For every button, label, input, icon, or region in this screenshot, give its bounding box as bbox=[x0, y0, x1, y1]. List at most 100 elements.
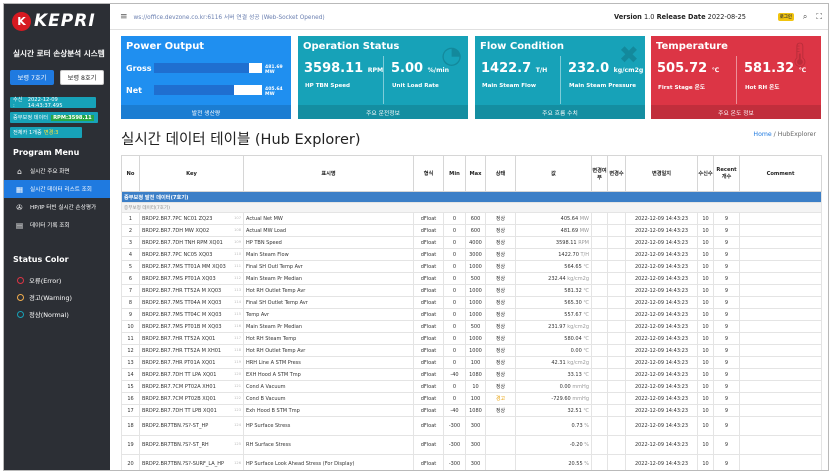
unit8-button[interactable]: 보령 8호기 bbox=[60, 70, 104, 85]
row-changed bbox=[591, 284, 608, 297]
total-label: 전체카 1개중 bbox=[13, 130, 42, 136]
row-change-date: 2022-12-09 14:43:23 bbox=[625, 272, 698, 285]
table-row[interactable]: 6 BRDP2.BR7.7MS PT01A XQ03 112 Main Steam P… bbox=[121, 272, 822, 285]
login-badge[interactable]: 로그인 bbox=[777, 12, 794, 21]
row-changed bbox=[591, 416, 608, 436]
row-value-number: 564.65 bbox=[564, 263, 582, 270]
column-header[interactable]: Comment bbox=[739, 155, 822, 192]
row-key: BRDP2.BR7.7MS TT04C M XQ03 115 bbox=[139, 308, 244, 321]
column-header[interactable]: 표시명 bbox=[243, 155, 414, 192]
menu-item-realtime-list[interactable]: ▦ 실시간 데이터 리스트 조회 bbox=[4, 180, 110, 198]
row-receive-count: 10 bbox=[697, 380, 714, 393]
page-title: 실시간 데이터 테이블 (Hub Explorer) bbox=[121, 132, 361, 148]
row-value-unit: RPM bbox=[578, 239, 589, 246]
column-header[interactable]: 변경일지 bbox=[625, 155, 698, 192]
column-header[interactable]: Max bbox=[465, 155, 486, 192]
row-comment bbox=[739, 320, 822, 333]
row-min: 0 bbox=[443, 260, 466, 273]
row-type: dFloat bbox=[413, 284, 444, 297]
row-number: 18 bbox=[121, 416, 140, 436]
row-min: 0 bbox=[443, 272, 466, 285]
row-number: 17 bbox=[121, 404, 140, 417]
table-row[interactable]: 11 BRDP2.BR7.7HR TT52A XQ01 117 Hot RH Stea… bbox=[121, 332, 822, 345]
row-recent-count: 9 bbox=[713, 368, 740, 381]
app-title: 실시간 로터 손상분석 시스템 bbox=[13, 49, 105, 58]
table-row[interactable]: 14 BRDP2.BR7.7DH TT LPA XQ01 120 EXH Hood A… bbox=[121, 368, 822, 381]
steam-pressure-value: 232.0 bbox=[568, 61, 610, 76]
column-header[interactable]: 값 bbox=[515, 155, 592, 192]
menu-item-history[interactable]: ▤ 데이터 기록 조회 bbox=[4, 216, 110, 234]
column-header[interactable]: 변경여부 bbox=[591, 155, 608, 192]
table-row[interactable]: 16 BRDP2.BR7.7CM PT02B XQ01 122 Cond B Vacu… bbox=[121, 392, 822, 405]
table-row[interactable]: 7 BRDP2.BR7.7HR TT52A M XQ03 113 Hot RH Out… bbox=[121, 284, 822, 297]
hamburger-icon[interactable]: ≡ bbox=[120, 11, 128, 22]
table-row[interactable]: 13 BRDP2.BR7.7HR PT01A XQ01 119 HRH Line A … bbox=[121, 356, 822, 369]
table-row[interactable]: 9 BRDP2.BR7.7MS TT04C M XQ03 115 Temp Avr dF… bbox=[121, 308, 822, 321]
row-state bbox=[485, 435, 516, 455]
table-row[interactable]: 10 BRDP2.BR7.7MS PT01B M XQ03 116 Main Stea… bbox=[121, 320, 822, 333]
row-display-name: Actual Net MW bbox=[243, 212, 414, 225]
column-header[interactable]: Key bbox=[139, 155, 244, 192]
table-row[interactable]: 2 BRDP2.BR7.7DH MW XQ02 108 Actual MW Load d… bbox=[121, 224, 822, 237]
row-value-unit: kg/cm2g bbox=[567, 323, 589, 330]
row-min: -300 bbox=[443, 454, 466, 470]
row-value-number: 0.00 bbox=[559, 383, 571, 390]
row-min: -40 bbox=[443, 368, 466, 381]
breadcrumb-home-link[interactable]: Home bbox=[753, 131, 772, 138]
row-type: dFloat bbox=[413, 236, 444, 249]
table-row[interactable]: 19 BRDP2.BR7TBN.?S?-ST_RH 125 RH Surface St… bbox=[121, 435, 822, 455]
row-type: dFloat bbox=[413, 416, 444, 436]
release-value: 2022-08-25 bbox=[707, 12, 746, 21]
row-key-tag: 120 bbox=[234, 371, 241, 376]
menu-item-realtime-main[interactable]: ⌂ 실시간 주요 화면 bbox=[4, 162, 110, 180]
row-type: dFloat bbox=[413, 332, 444, 345]
table-row[interactable]: 12 BRDP2.BR7.7HR TT52A M XH01 118 Hot RH Ou… bbox=[121, 344, 822, 357]
row-key-tag: 121 bbox=[234, 383, 241, 388]
search-icon[interactable]: ⌕ bbox=[802, 11, 808, 21]
row-recent-count: 9 bbox=[713, 332, 740, 345]
row-change-date: 2022-12-09 14:43:23 bbox=[625, 356, 698, 369]
row-value: 20.55 % bbox=[515, 454, 592, 470]
row-value: 1422.70 T/H bbox=[515, 248, 592, 261]
row-comment bbox=[739, 368, 822, 381]
group-row[interactable]: 증부보정 발전 데이터(7호기) bbox=[121, 191, 822, 203]
row-key: BRDP2.BR7.7DH MW XQ02 108 bbox=[139, 224, 244, 237]
table-row[interactable]: 4 BRDP2.BR7.7PC NC05 XQ03 110 Main Steam Fl… bbox=[121, 248, 822, 261]
column-header[interactable]: 상태 bbox=[485, 155, 516, 192]
row-key-text: BRDP2.BR7.7MS PT01A XQ03 bbox=[142, 275, 216, 282]
table-row[interactable]: 18 BRDP2.BR7TBN.?S?-ST_HP 124 HP Surface St… bbox=[121, 416, 822, 436]
row-type: dFloat bbox=[413, 272, 444, 285]
gross-bar-fill bbox=[154, 63, 250, 73]
table-row[interactable]: 8 BRDP2.BR7.7MS TT04A M XQ03 114 Final SH O… bbox=[121, 296, 822, 309]
table-row[interactable]: 1 BRDP2.BR7.7PC NC01 ZQ23 107 Actual Net MW… bbox=[121, 212, 822, 225]
table-row[interactable]: 17 BRDP2.BR7.7DH TT LPB XQ01 123 Exh Hood B… bbox=[121, 404, 822, 417]
row-max: 500 bbox=[465, 320, 486, 333]
table-row[interactable]: 3 BRDP2.BR7.7DH TNH RPM XQ01 109 HP TBN Spe… bbox=[121, 236, 822, 249]
table-row[interactable]: 15 BRDP2.BR7.7CM PT02A XH01 121 Cond A Vacu… bbox=[121, 380, 822, 393]
logo[interactable]: K KEPRI bbox=[4, 4, 110, 38]
table-row[interactable]: 5 BRDP2.BR7.7MS TT01A MM XQ03 111 Final SH … bbox=[121, 260, 822, 273]
row-change-date: 2022-12-09 14:43:23 bbox=[625, 332, 698, 345]
row-key-tag: 118 bbox=[234, 347, 241, 352]
row-value: 3598.11 RPM bbox=[515, 236, 592, 249]
row-max: 1080 bbox=[465, 368, 486, 381]
column-header[interactable]: 형식 bbox=[413, 155, 444, 192]
steam-pressure-unit: kg/cm2g bbox=[613, 67, 644, 74]
column-header[interactable]: 변경수 bbox=[607, 155, 626, 192]
data-table: No Key 표시명 형식 Min Max 상태 값 변경여부 변경수 변경일지 수신수 Recent개… bbox=[121, 155, 822, 470]
column-header[interactable]: 수신수 bbox=[697, 155, 714, 192]
column-header[interactable]: Min bbox=[443, 155, 466, 192]
column-header[interactable]: Recent개수 bbox=[713, 155, 740, 192]
row-key-text: BRDP2.BR7.7HR TT52A M XH01 bbox=[142, 347, 222, 354]
menu-item-damage-eval[interactable]: ✇ HP/IP 터빈 실시간 손상평가 bbox=[4, 198, 110, 216]
fullscreen-icon[interactable]: ⛶ bbox=[816, 11, 822, 21]
unit7-button[interactable]: 보령 7호기 bbox=[10, 70, 54, 85]
table-row[interactable]: 20 BRDP2.BR7TBN.?S?-SURF_LA_HP 126 HP Surfa… bbox=[121, 454, 822, 470]
row-value-unit: kg/cm2g bbox=[567, 275, 589, 282]
status-normal: 정상(Normal) bbox=[4, 306, 110, 323]
column-header[interactable]: No bbox=[121, 155, 140, 192]
unit-selector: 보령 7호기 보령 8호기 bbox=[4, 64, 110, 88]
gross-value: 481.69 MW bbox=[265, 65, 283, 75]
hot-rh-value: 581.32 bbox=[744, 61, 795, 76]
receive-value: 2022-12-09 14:43:37.495 bbox=[27, 96, 63, 109]
